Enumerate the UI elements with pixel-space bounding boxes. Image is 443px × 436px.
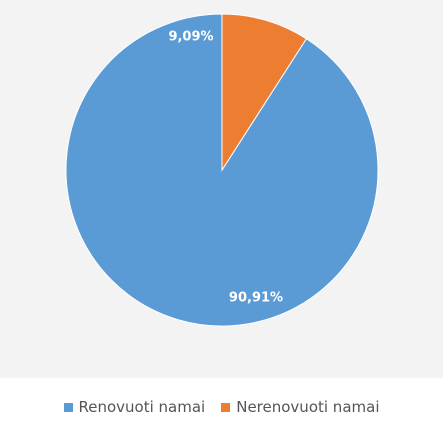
- legend: Renovuoti namai Nerenovuoti namai: [0, 378, 443, 436]
- pie-chart: 90,91% 9,09%: [65, 13, 379, 327]
- legend-label-nerenovuoti: Nerenovuoti namai: [236, 398, 380, 416]
- data-label-renovuoti: 90,91%: [229, 291, 283, 306]
- legend-item-renovuoti: Renovuoti namai: [63, 398, 206, 416]
- legend-swatch-nerenovuoti: [221, 402, 231, 412]
- data-label-nerenovuoti: 9,09%: [168, 30, 213, 45]
- pie-slices: [65, 13, 379, 327]
- pie-slice-nerenovuoti: [221, 13, 308, 172]
- legend-label-renovuoti: Renovuoti namai: [78, 398, 206, 416]
- plot-area: 90,91% 9,09%: [0, 0, 443, 378]
- legend-swatch-renovuoti: [63, 402, 73, 412]
- legend-item-nerenovuoti: Nerenovuoti namai: [221, 398, 379, 416]
- pie-data-labels: 90,91% 9,09%: [168, 30, 283, 306]
